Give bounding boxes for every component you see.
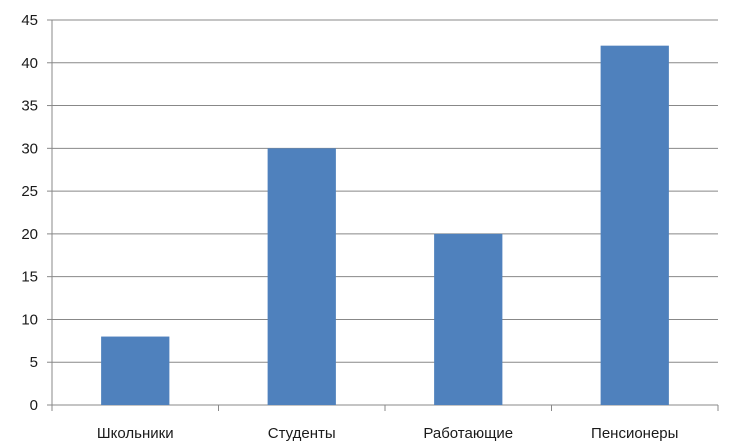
bar-4: [600, 45, 669, 406]
y-tick-label: 30: [21, 140, 38, 157]
bar-3: [434, 233, 503, 405]
bar-2: [267, 148, 336, 406]
y-tick-label: 15: [21, 269, 38, 286]
y-tick-label: 45: [21, 12, 38, 29]
y-tick-label: 40: [21, 55, 38, 72]
y-tick-label: 5: [30, 354, 38, 371]
y-tick-label: 25: [21, 183, 38, 200]
y-tick-labels: 0 5 10 15 20 25 30 35 40 45: [21, 12, 38, 414]
gridlines: [52, 19, 718, 363]
bars: [101, 45, 669, 406]
x-category-label: Школьники: [97, 425, 174, 441]
y-tick-label: 20: [21, 226, 38, 243]
x-category-label: Работающие: [423, 425, 513, 441]
y-tick-label: 10: [21, 311, 38, 328]
x-category-labels: Школьники Студенты Работающие Пенсионеры: [97, 425, 679, 442]
bar-1: [101, 336, 170, 405]
x-category-label: Студенты: [268, 425, 336, 441]
y-tick-label: 35: [21, 98, 38, 115]
x-category-label: Пенсионеры: [591, 425, 678, 441]
y-tick-label: 0: [30, 397, 38, 414]
